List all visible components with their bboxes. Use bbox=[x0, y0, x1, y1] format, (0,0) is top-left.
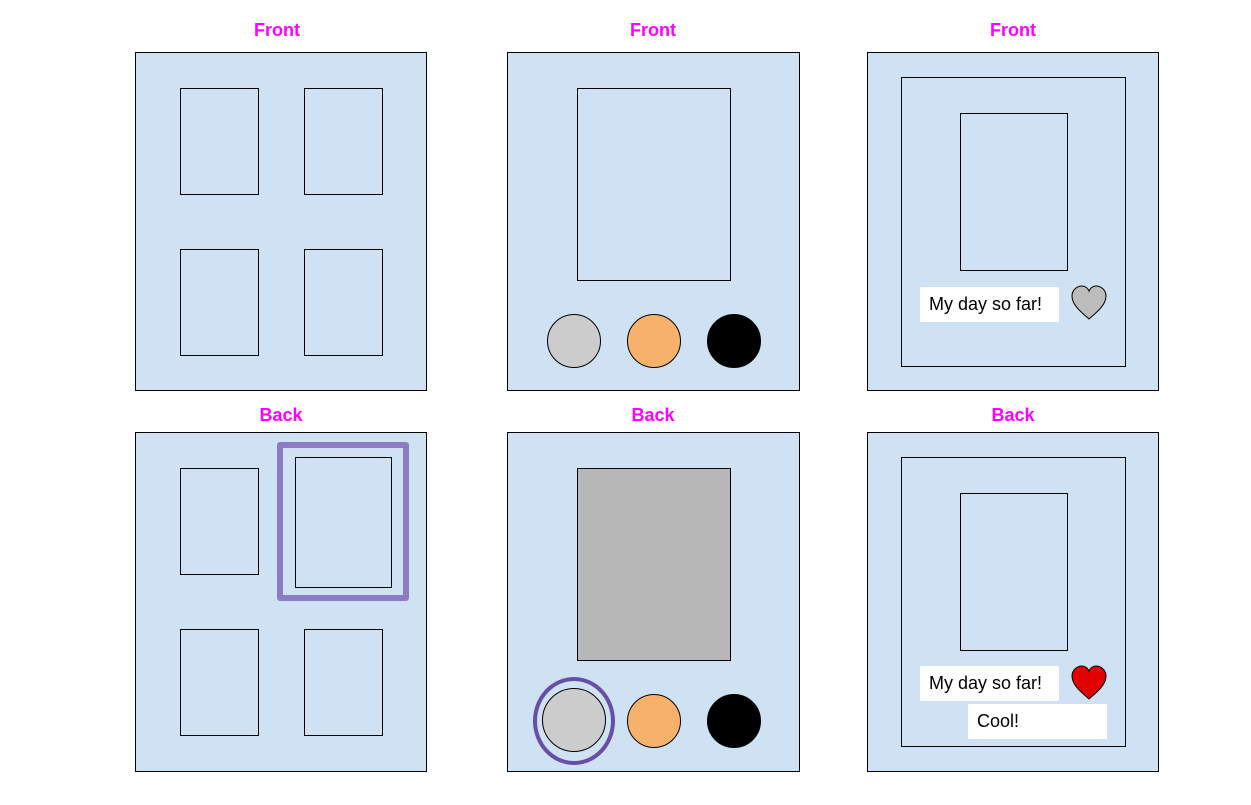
photo-slot-top-left[interactable] bbox=[180, 468, 259, 575]
back-label-col2: Back bbox=[631, 405, 675, 425]
photo-slot-top-right-selected[interactable] bbox=[295, 457, 392, 588]
swatch-orange[interactable] bbox=[627, 694, 681, 748]
post-photo[interactable] bbox=[960, 493, 1068, 651]
panel-post-front: My day so far! bbox=[867, 52, 1159, 391]
swatch-black[interactable] bbox=[707, 314, 761, 368]
photo-slot-top-right[interactable] bbox=[304, 88, 383, 195]
panel-post-back: My day so far! Cool! bbox=[867, 432, 1159, 772]
photo-slot-bottom-left[interactable] bbox=[180, 629, 259, 736]
caption-text: My day so far! bbox=[920, 666, 1059, 701]
panel-color-back bbox=[507, 432, 800, 772]
swatch-orange[interactable] bbox=[627, 314, 681, 368]
swatch-gray[interactable] bbox=[547, 314, 601, 368]
panel-color-front bbox=[507, 52, 800, 391]
swatch-black[interactable] bbox=[707, 694, 761, 748]
photo-frame[interactable] bbox=[577, 88, 731, 281]
photo-slot-bottom-left[interactable] bbox=[180, 249, 259, 356]
photo-frame-tinted[interactable] bbox=[577, 468, 731, 661]
photo-slot-bottom-right[interactable] bbox=[304, 249, 383, 356]
panel-grid-front bbox=[135, 52, 427, 391]
back-label-col1: Back bbox=[259, 405, 303, 425]
back-label-col3: Back bbox=[991, 405, 1035, 425]
front-label-col2: Front bbox=[630, 20, 676, 40]
photo-slot-bottom-right[interactable] bbox=[304, 629, 383, 736]
swatch-selection-ring bbox=[533, 677, 615, 765]
caption-text: My day so far! bbox=[920, 287, 1059, 322]
reply-text: Cool! bbox=[968, 704, 1107, 739]
front-label-col3: Front bbox=[990, 20, 1036, 40]
front-label-col1: Front bbox=[254, 20, 300, 40]
photo-slot-top-left[interactable] bbox=[180, 88, 259, 195]
heart-icon[interactable] bbox=[1069, 284, 1109, 322]
post-card: My day so far! Cool! bbox=[901, 457, 1126, 747]
heart-liked-icon[interactable] bbox=[1069, 664, 1109, 702]
post-photo[interactable] bbox=[960, 113, 1068, 271]
post-card: My day so far! bbox=[901, 77, 1126, 367]
selection-highlight bbox=[277, 442, 409, 601]
